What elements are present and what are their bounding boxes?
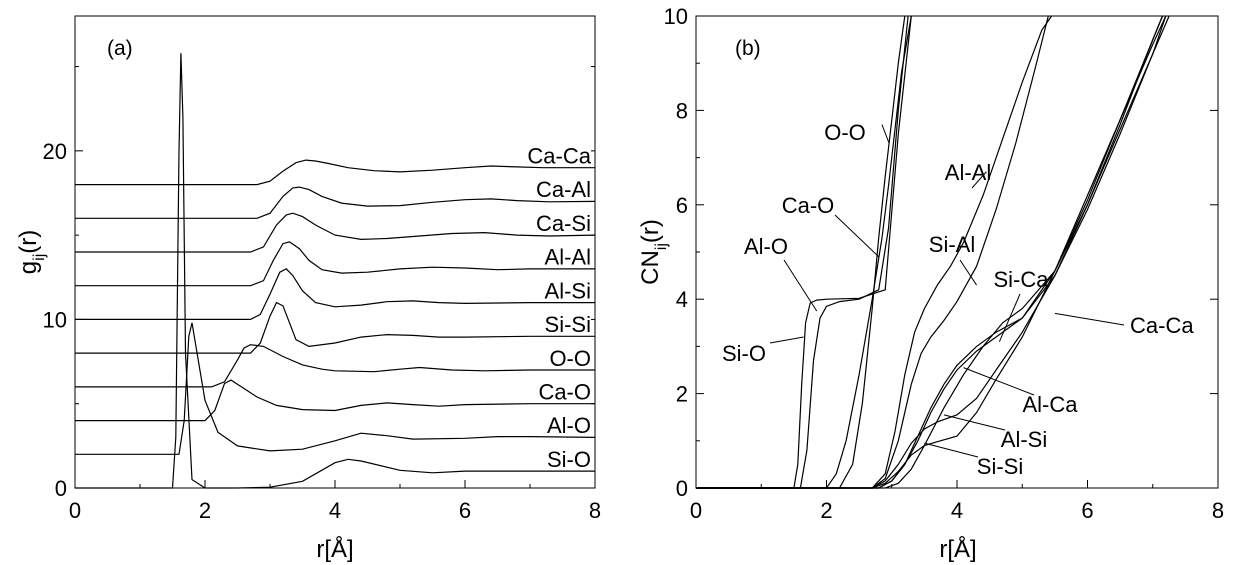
series-line-si-o [75,53,595,489]
leader-line-si-al [959,259,977,286]
series-label-o-o: O-O [549,346,591,371]
series-line-al-o [696,15,909,489]
series-label-al-si: Al-Si [545,278,591,303]
y-tick-label-a: 20 [43,139,67,164]
series-label-al-o: Al-O [547,413,591,438]
series-line-si-al [696,15,1049,489]
annotation-si-o: Si-O [722,341,766,366]
leader-line-ca-o [834,214,880,258]
series-group-b [696,15,1170,489]
series-line-ca-ca [696,15,1164,489]
y-tick-label-b: 8 [676,98,688,123]
panel-label-a: (a) [107,37,133,60]
coordination-panel: 0 2 4 6 8 0 2 4 6 8 10 O-O Ca-O Al-O Si-O Al-Al Si-Al Si… [637,4,1224,563]
x-tick-label-a: 4 [329,498,341,523]
series-line-al-si [75,268,595,320]
series-line-o-o [696,15,906,489]
series-label-ca-al: Ca-Al [536,177,591,202]
series-label-si-si: Si-Si [545,312,591,337]
series-group-a [75,53,596,489]
rdf-panel: 0 2 4 6 8 0 10 20 Si-O Al-O Ca-O O-O Si-Si Al-Si Al-A… [15,15,601,563]
ticks-b: 0 2 4 6 8 0 2 4 6 8 10 [664,4,1225,523]
y-tick-label-b: 10 [664,4,688,29]
y-axis-label-a-sub: ij [31,254,48,261]
series-line-al-si [696,15,1170,489]
annotation-si-ca: Si-Ca [993,267,1049,292]
annotation-al-ca: Al-Ca [1022,392,1078,417]
series-line-al-al [75,241,595,287]
leader-line-o-o [881,124,890,144]
series-line-si-ca [696,15,1164,489]
x-axis-label-b: r[Å] [939,535,976,563]
y-tick-label-b: 6 [676,193,688,218]
y-tick-label-a: 0 [55,476,67,501]
y-axis-label-b-sub: ij [653,243,670,250]
series-label-ca-si: Ca-Si [536,211,591,236]
leader-line-al-ca [963,367,1035,396]
annotation-ca-o: Ca-O [782,193,835,218]
annotation-si-si: Si-Si [977,454,1023,479]
series-line-ca-si [75,212,596,253]
annotation-al-si: Al-Si [1001,427,1047,452]
y-axis-label-a-tail: (r) [15,230,42,254]
series-line-ca-o [75,379,595,422]
series-line-o-o [75,344,595,388]
y-axis-label-b-tail: (r) [637,219,664,243]
leader-line-al-al [971,171,987,189]
annotation-o-o: O-O [824,120,866,145]
leader-line-si-si [924,442,979,458]
annotation-ca-ca: Ca-Ca [1130,313,1194,338]
series-labels-a: Si-O Al-O Ca-O O-O Si-Si Al-Si Al-Al Ca-Si Ca-Al… [527,144,591,472]
x-tick-label-a: 8 [589,498,601,523]
y-tick-label-b: 4 [676,287,688,312]
x-tick-label-b: 8 [1212,498,1224,523]
series-line-si-si [696,15,1167,489]
series-line-si-o [696,15,912,489]
leader-line-al-o [783,259,818,312]
series-label-si-o: Si-O [547,447,591,472]
annotation-si-al: Si-Al [929,232,975,257]
series-line-ca-al [75,186,596,219]
annotation-al-o: Al-O [744,234,788,259]
series-label-al-al: Al-Al [545,245,591,270]
series-line-al-al [696,15,1053,489]
series-labels-b: O-O Ca-O Al-O Si-O Al-Al Si-Al Si-Ca Ca-Ca Al-Ca… [722,120,1194,479]
series-line-ca-o [696,15,912,489]
leader-line-al-si [943,414,1006,431]
series-label-ca-o: Ca-O [538,380,591,405]
series-line-ca-ca [75,159,595,186]
series-label-ca-ca: Ca-Ca [527,144,591,169]
x-tick-label-a: 2 [199,498,211,523]
ticks-a: 0 2 4 6 8 0 10 20 [43,66,601,523]
y-tick-label-b: 0 [676,476,688,501]
x-tick-label-a: 0 [69,498,81,523]
y-axis-label-a: gij(r) [15,230,48,274]
y-axis-label-a-main: g [15,261,42,274]
leader-line-si-o [769,336,804,344]
y-axis-label-b-main: CN [637,250,664,285]
leader-line-si-ca [998,293,1021,342]
y-tick-label-a: 10 [43,307,67,332]
x-tick-label-b: 2 [820,498,832,523]
panel-label-b: (b) [735,37,761,60]
x-tick-label-a: 6 [459,498,471,523]
y-axis-label-b: CNij(r) [637,219,670,285]
series-line-al-o [75,322,596,455]
x-tick-label-b: 6 [1081,498,1093,523]
x-tick-label-b: 4 [951,498,963,523]
x-axis-label-a: r[Å] [316,535,353,563]
series-line-si-si [75,301,595,354]
y-tick-label-b: 2 [676,382,688,407]
leader-line-ca-ca [1054,312,1125,326]
x-tick-label-b: 0 [690,498,702,523]
annotation-al-al: Al-Al [945,160,991,185]
